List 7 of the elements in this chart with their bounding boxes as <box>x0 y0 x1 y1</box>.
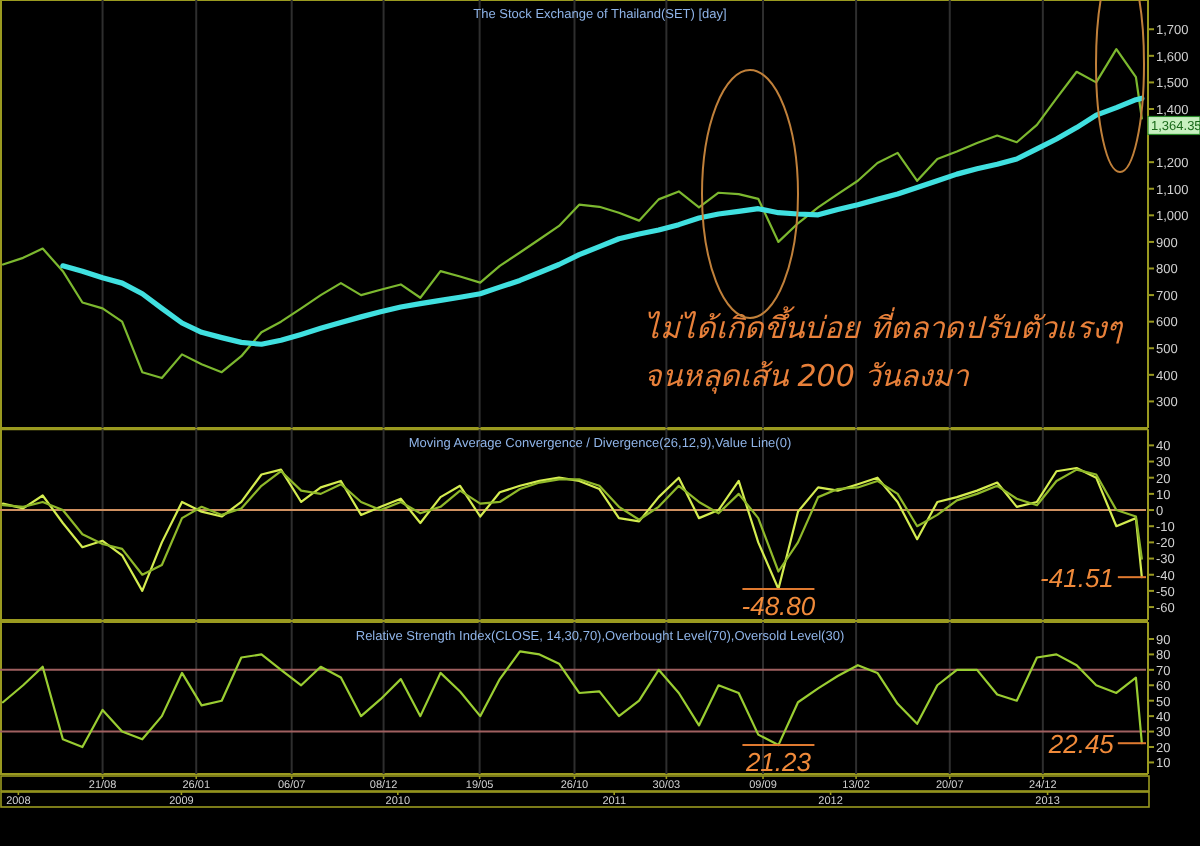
line-series <box>60 95 1145 347</box>
annotation: 21.23 <box>743 747 813 778</box>
annotation: จนหลุดเส้น 200 วันลงมา <box>644 358 971 394</box>
annotation: -41.51 <box>1040 563 1114 594</box>
annotation: ไม่ได้เกิดขึ้นบ่อย ที่ตลาดปรับตัวแรงๆ <box>644 306 1124 346</box>
annotation: -48.80 <box>741 590 817 621</box>
annotation: 22.45 <box>1046 729 1116 760</box>
